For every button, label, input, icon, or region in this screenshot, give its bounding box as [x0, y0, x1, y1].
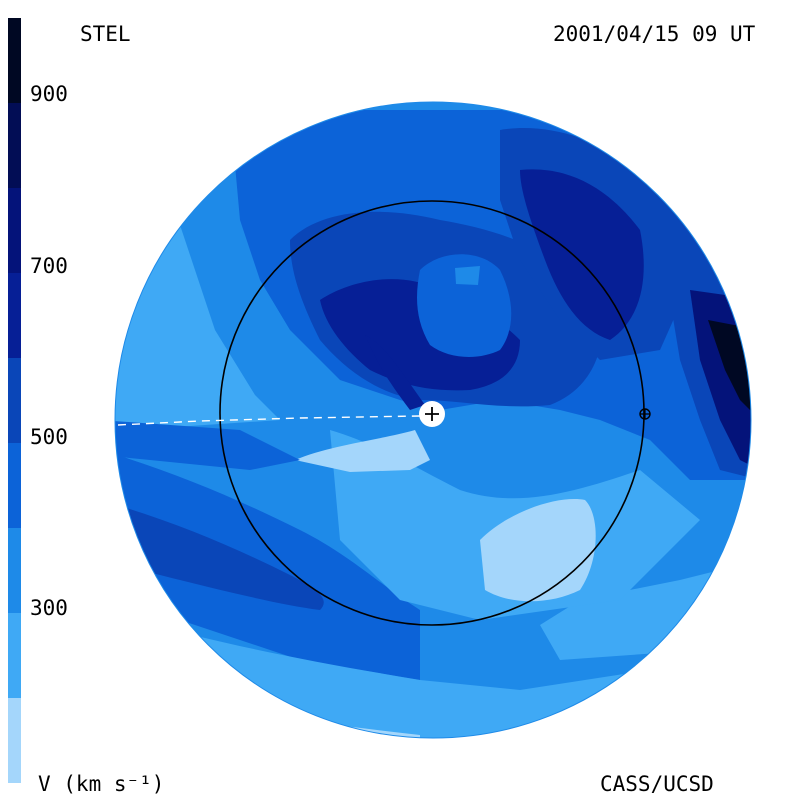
- contour-inner-500: [417, 254, 512, 357]
- colorbar-tick-300: 300: [30, 596, 68, 620]
- colorbar-band: [8, 273, 21, 358]
- timestamp-label: 2001/04/15 09 UT: [553, 22, 756, 46]
- velocity-colorbar: [8, 18, 21, 783]
- contour-dark-streak: [365, 335, 425, 410]
- earth-orbit-ring: [219, 200, 645, 626]
- credit-label: CASS/UCSD: [600, 772, 714, 796]
- sun-earth-line: [117, 415, 421, 426]
- earth-icon-cross: [640, 409, 650, 419]
- contour-northeast-700: [520, 169, 644, 340]
- colorbar-band: [8, 103, 21, 188]
- contour-west-lightest: [295, 430, 430, 472]
- colorbar-band: [8, 613, 21, 698]
- colorbar-tick-700: 700: [30, 254, 68, 278]
- colorbar-band: [8, 18, 21, 103]
- contour-lower-darker: [115, 500, 324, 610]
- sun-plus-icon: [425, 407, 439, 421]
- colorbar-band: [8, 443, 21, 528]
- velocity-unit-label: V (km s⁻¹): [38, 772, 165, 796]
- colorbar-band: [8, 358, 21, 443]
- contour-inner-400: [455, 266, 480, 285]
- colorbar-tick-900: 900: [30, 82, 68, 106]
- colorbar-band: [8, 188, 21, 273]
- observatory-label: STEL: [80, 22, 131, 46]
- colorbar-band: [8, 528, 21, 613]
- contour-west-600: [115, 420, 300, 470]
- colorbar-band: [8, 698, 21, 783]
- disk-outline: [114, 101, 752, 739]
- colorbar-tick-500: 500: [30, 425, 68, 449]
